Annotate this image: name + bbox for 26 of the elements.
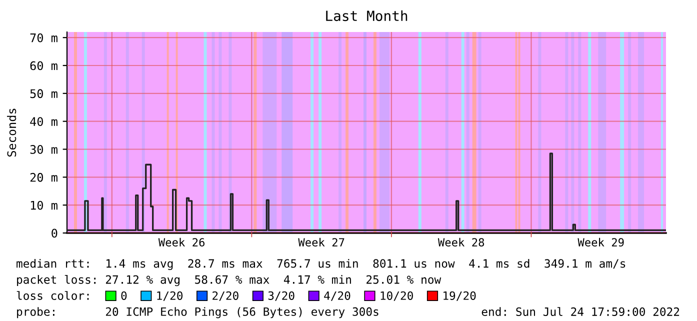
y-axis-title: Seconds <box>7 108 16 157</box>
legend-label: 19/20 <box>444 291 476 301</box>
x-tick-label: Week 27 <box>298 238 344 247</box>
legend-label: 2/20 <box>212 291 238 301</box>
y-tick-label: 0 <box>52 228 58 238</box>
text: median rtt: 1.4 ms avg 28.7 ms max 765.7 us min 801.1 us now 4.1 ms sd 349.1 m am/s <box>16 258 626 270</box>
x-tick-label: Week 26 <box>158 238 204 247</box>
legend-label: 0 <box>121 291 127 300</box>
y-tick-label: 20 m <box>30 172 58 182</box>
legend-label: 3/20 <box>268 291 294 301</box>
legend-label: 4/20 <box>324 291 350 301</box>
y-tick-label: 60 m <box>30 61 58 70</box>
x-tick-label: Week 28 <box>438 238 484 247</box>
y-tick-label: 40 m <box>30 117 58 126</box>
text: packet loss: 27.12 % avg 58.67 % max 4.17 % min 25.01 % now <box>17 274 442 286</box>
legend-title: loss color: <box>16 291 89 300</box>
y-tick-label: 10 m <box>30 200 58 210</box>
text: end: Sun Jul 24 17:59:00 2022 <box>482 307 680 316</box>
text: probe: 20 ICMP Echo Pings (56 Bytes) every 300s <box>17 307 378 318</box>
x-tick-label: Week 29 <box>578 238 624 247</box>
legend-label: 1/20 <box>157 291 183 301</box>
chart-title: Last Month <box>326 10 408 22</box>
y-tick-label: 70 m <box>30 33 58 42</box>
y-tick-label: 50 m <box>30 89 58 98</box>
y-tick-label: 30 m <box>30 145 58 154</box>
legend-label: 10/20 <box>380 291 413 301</box>
